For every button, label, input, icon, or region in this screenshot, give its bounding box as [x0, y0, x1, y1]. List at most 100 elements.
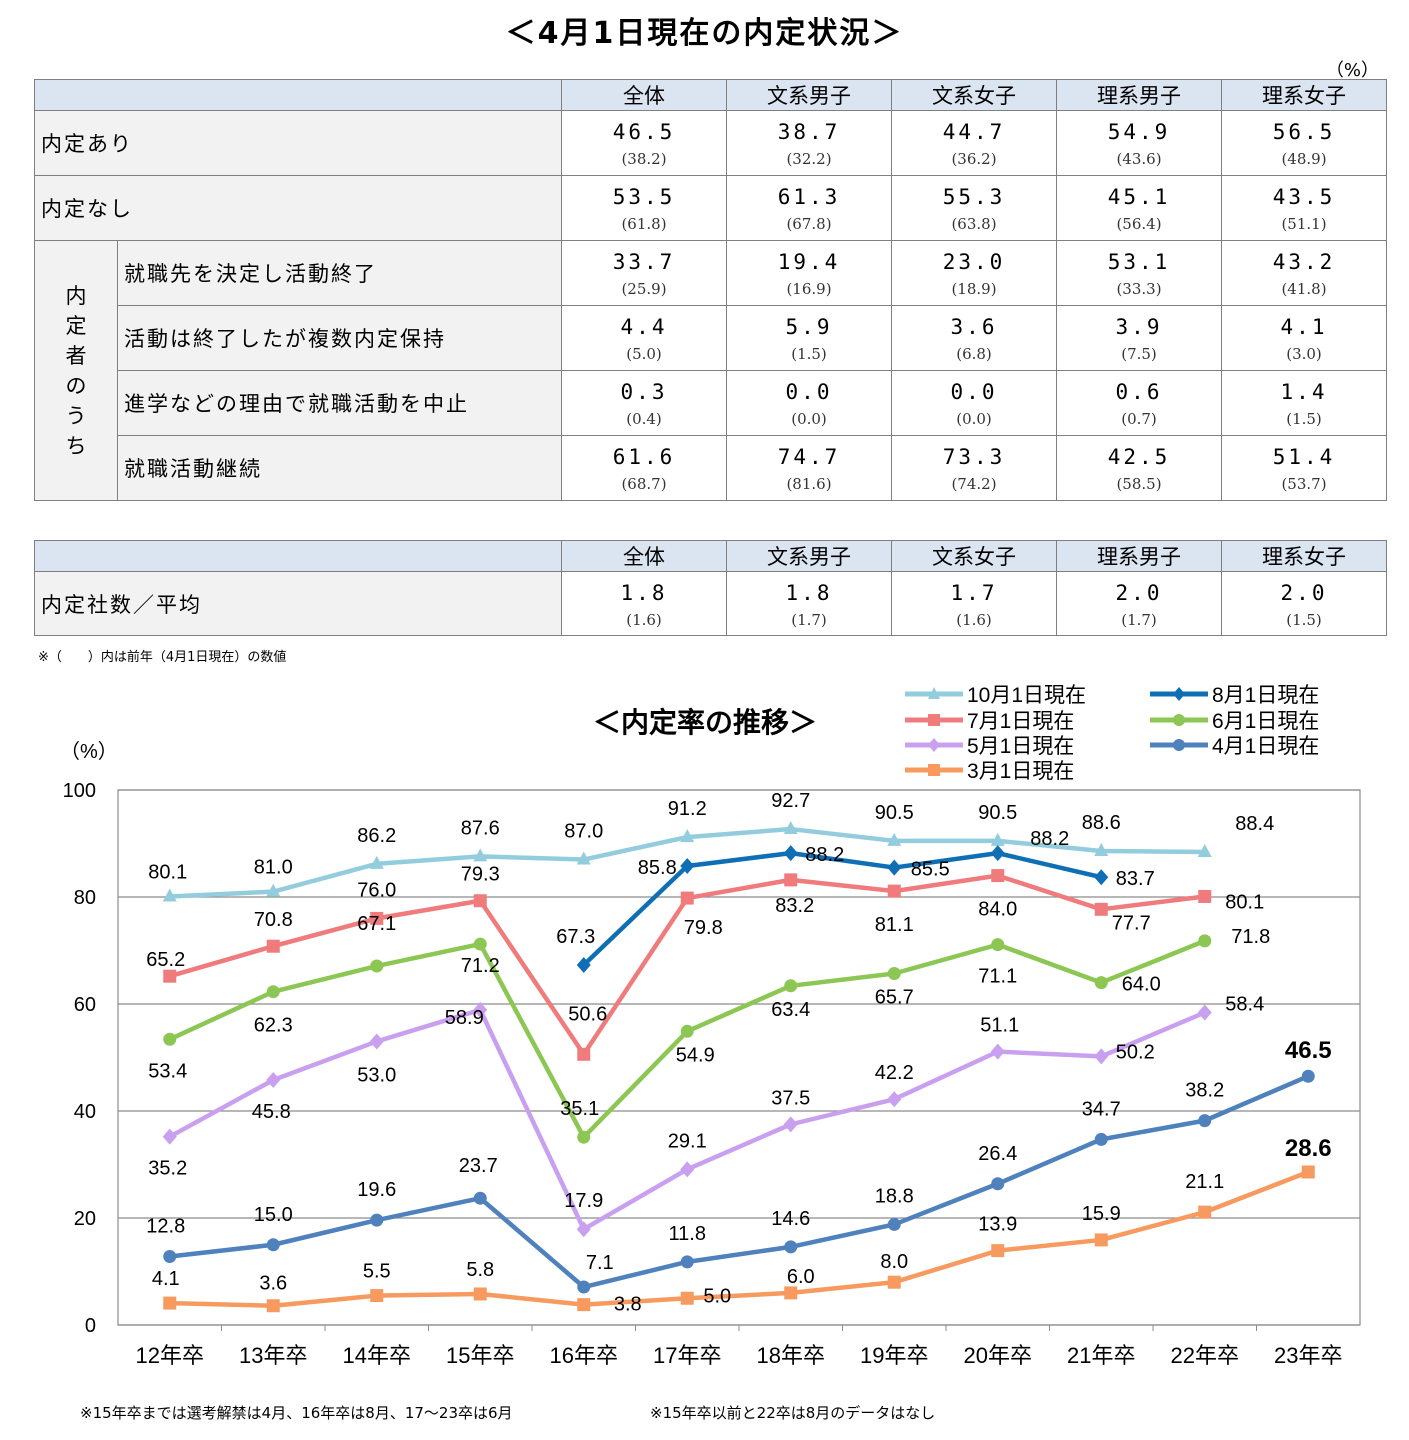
cell-value: 0.0	[950, 380, 998, 404]
data-label: 90.5	[978, 802, 1017, 824]
series-line	[168, 1007, 1206, 1232]
data-label: 86.2	[357, 825, 396, 847]
data-point	[369, 1033, 384, 1050]
data-label: 8.0	[880, 1251, 908, 1273]
data-point	[577, 1298, 591, 1312]
table-row: 内定社数／平均 1.8 (1.6) 1.8 (1.7) 1.7 (1.6) 2.0 (1…	[34, 571, 1387, 636]
cell-prev: (43.6)	[1116, 150, 1162, 168]
cell-value: 53.1	[1107, 250, 1171, 274]
data-point	[887, 967, 901, 981]
data-point	[887, 1091, 902, 1108]
data-cell: 5.9 (1.5)	[726, 305, 892, 371]
table-footnote: ※（ ）内は前年（4月1日現在）の数値	[38, 650, 287, 665]
legend-marker	[1173, 714, 1185, 726]
data-point	[1198, 1114, 1212, 1128]
data-cell: 44.7 (36.2)	[891, 110, 1057, 176]
x-tick-label: 15年卒	[446, 1343, 514, 1368]
data-label: 58.9	[445, 1007, 484, 1029]
data-point	[783, 821, 798, 835]
data-point	[266, 1071, 281, 1088]
data-label: 26.4	[978, 1143, 1017, 1165]
col-header: 全体	[561, 540, 727, 572]
cell-prev: (67.8)	[786, 215, 832, 233]
data-point	[1094, 1048, 1109, 1065]
data-label: 34.7	[1082, 1098, 1121, 1120]
data-point	[266, 883, 281, 897]
row-label: 活動は終了したが複数内定保持	[117, 305, 562, 371]
data-label: 90.5	[875, 802, 914, 824]
col-header: 理系女子	[1221, 79, 1387, 111]
data-point	[473, 894, 487, 908]
cell-value: 0.6	[1115, 380, 1163, 404]
cell-value: 44.7	[942, 120, 1006, 144]
data-label: 77.7	[1112, 912, 1151, 934]
cell-value: 73.3	[942, 445, 1006, 469]
data-label: 87.0	[564, 821, 603, 843]
avg-offers-table: 全体 文系男子 文系女子 理系男子 理系女子 内定社数／平均 1.8 (1.6) …	[34, 540, 1387, 636]
x-tick-label: 14年卒	[343, 1343, 411, 1368]
data-point	[473, 937, 487, 951]
data-label: 91.2	[668, 798, 707, 820]
legend-marker	[1173, 687, 1185, 701]
data-cell: 4.4 (5.0)	[561, 305, 727, 371]
data-cell: 46.5 (38.2)	[561, 110, 727, 176]
data-point	[163, 969, 177, 983]
cell-value: 56.5	[1272, 120, 1336, 144]
cell-prev: (56.4)	[1116, 215, 1162, 233]
data-point	[784, 1286, 798, 1300]
data-cell: 42.5 (58.5)	[1056, 435, 1222, 501]
cell-value: 2.0	[1115, 580, 1163, 605]
data-cell: 23.0 (18.9)	[891, 240, 1057, 306]
x-tick-label: 23年卒	[1274, 1343, 1342, 1368]
data-label: 85.5	[911, 859, 950, 881]
col-header: 理系男子	[1056, 79, 1222, 111]
data-cell: 4.1 (3.0)	[1221, 305, 1387, 371]
chart-footnote-right: ※15年卒以前と22卒は8月のデータはなし	[650, 1404, 936, 1422]
data-point	[1301, 1165, 1315, 1179]
x-tick-label: 21年卒	[1067, 1343, 1135, 1368]
col-header: 文系女子	[891, 79, 1057, 111]
data-label: 18.8	[875, 1185, 914, 1207]
cell-value: 53.5	[612, 185, 676, 209]
data-point	[577, 1280, 591, 1294]
data-label: 38.2	[1185, 1080, 1224, 1102]
data-point	[473, 1001, 488, 1018]
cell-value: 43.2	[1272, 250, 1336, 274]
data-label: 76.0	[357, 879, 396, 901]
data-cell: 38.7 (32.2)	[726, 110, 892, 176]
row-label: 就職先を決定し活動終了	[117, 240, 562, 306]
data-point	[1094, 1132, 1108, 1146]
data-label: 35.2	[148, 1158, 187, 1180]
cell-value: 19.4	[777, 250, 841, 274]
col-header: 理系女子	[1221, 540, 1387, 572]
data-point	[1197, 844, 1212, 858]
data-point	[990, 1043, 1005, 1060]
row-label: 内定あり	[34, 110, 562, 176]
cell-value: 61.6	[612, 445, 676, 469]
data-cell: 0.3 (0.4)	[561, 370, 727, 436]
cell-value: 4.1	[1280, 315, 1328, 339]
legend-marker	[928, 738, 940, 752]
data-label: 53.4	[148, 1060, 187, 1082]
y-tick-label: 60	[74, 994, 96, 1016]
data-cell: 55.3 (63.8)	[891, 175, 1057, 241]
series-line	[582, 850, 1102, 967]
data-point	[1094, 902, 1108, 916]
y-tick-label: 0	[85, 1315, 96, 1337]
data-label: 15.9	[1082, 1203, 1121, 1225]
data-label: 5.5	[363, 1261, 391, 1283]
cell-value: 3.6	[950, 315, 998, 339]
data-label: 29.1	[668, 1130, 707, 1152]
data-label: 71.1	[978, 966, 1017, 988]
data-point	[783, 845, 798, 862]
row-label: 進学などの理由で就職活動を中止	[117, 370, 562, 436]
data-label: 71.2	[461, 955, 500, 977]
cell-prev: (38.2)	[621, 150, 667, 168]
chart-footnote-left: ※15年卒までは選考解禁は4月、16年卒は8月、17～23卒は6月	[80, 1404, 513, 1422]
cell-prev: (7.5)	[1121, 345, 1157, 363]
data-point	[1094, 976, 1108, 990]
data-label: 70.8	[254, 909, 293, 931]
data-point	[1197, 1004, 1212, 1021]
table-header-row: 全体 文系男子 文系女子 理系男子 理系女子	[34, 540, 1387, 572]
data-label: 88.2	[1030, 828, 1069, 850]
